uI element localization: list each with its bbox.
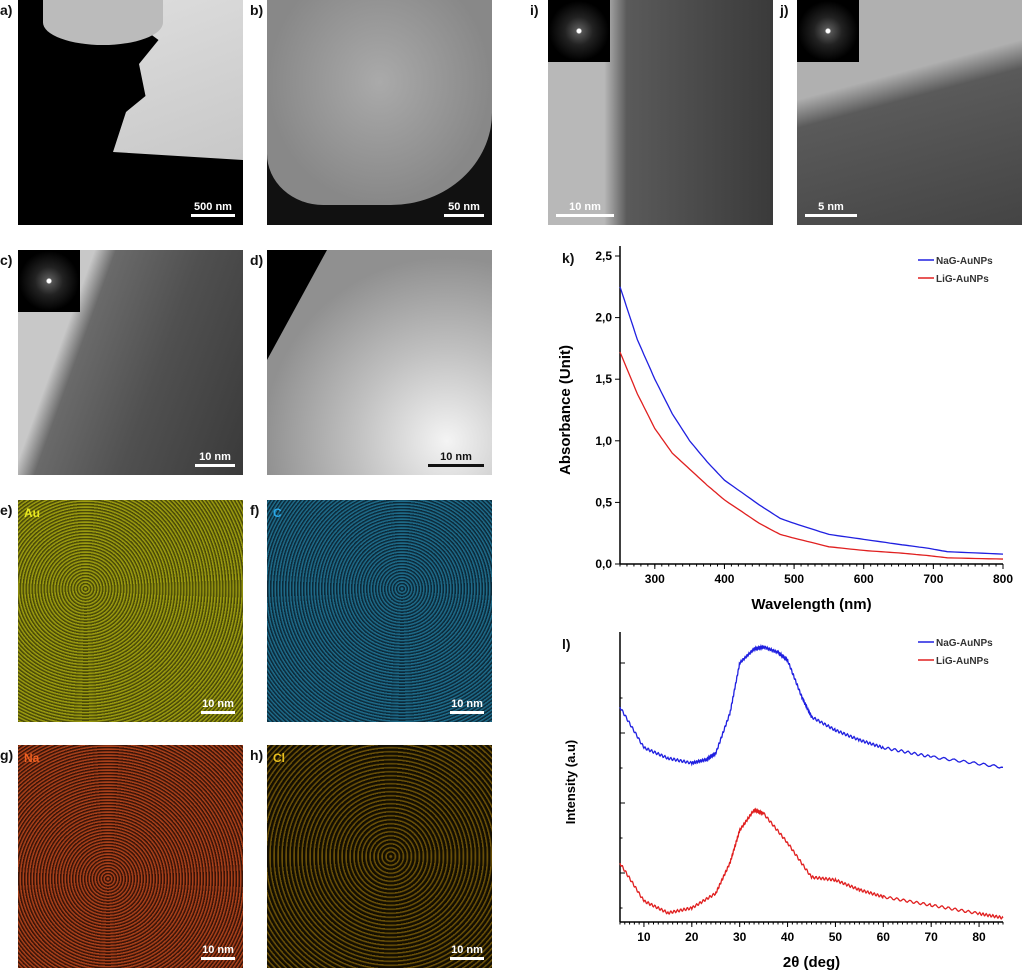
series-line-NaG-AuNPs [619, 643, 1004, 769]
x-axis-title: Wavelength (nm) [751, 596, 871, 613]
scale-bar-a: 500 nm [191, 201, 235, 217]
y-tick-label: 2,5 [595, 249, 612, 263]
x-tick-label: 60 [877, 930, 891, 944]
scale-bar-e: 10 nm [201, 698, 235, 714]
x-tick-label: 500 [784, 572, 804, 586]
y-tick-label: 1,5 [595, 372, 612, 386]
scale-text: 10 nm [440, 451, 472, 463]
y-tick-label: 0,5 [595, 495, 612, 509]
sem-image-b: 50 nm [267, 0, 492, 225]
x-axis-title: 2θ (deg) [783, 954, 840, 971]
scale-bar-b: 50 nm [444, 201, 484, 217]
legend-label: LiG-AuNPs [936, 656, 989, 667]
x-tick-label: 800 [993, 572, 1013, 586]
tem-image-c: 10 nm [18, 250, 243, 475]
x-tick-label: 80 [972, 930, 986, 944]
eds-map-cl: Cl 10 nm [267, 745, 492, 968]
eds-map-au: Au 10 nm [18, 500, 243, 722]
hrtem-image-j: 5 nm [797, 0, 1022, 225]
scale-bar-h: 10 nm [450, 944, 484, 960]
scale-text: 10 nm [202, 944, 234, 956]
x-tick-label: 400 [714, 572, 734, 586]
y-tick-label: 0,0 [595, 557, 612, 571]
x-tick-label: 10 [637, 930, 651, 944]
series-line-LiG-AuNPs [619, 351, 1004, 560]
scale-bar-i: 10 nm [556, 201, 614, 217]
x-tick-label: 20 [685, 930, 699, 944]
panel-label-e: e) [0, 502, 13, 518]
series-line-NaG-AuNPs [619, 286, 1004, 555]
fft-inset [548, 0, 610, 62]
series-line-LiG-AuNPs [619, 807, 1004, 920]
scale-text: 10 nm [199, 451, 231, 463]
x-tick-label: 70 [925, 930, 939, 944]
panel-label-c: c) [0, 252, 13, 268]
scale-text: 10 nm [569, 201, 601, 213]
sem-image-a: 500 nm [18, 0, 243, 225]
x-tick-label: 40 [781, 930, 795, 944]
legend-label: NaG-AuNPs [936, 256, 993, 267]
y-axis-title: Absorbance (Unit) [557, 345, 574, 475]
scale-bar-f: 10 nm [450, 698, 484, 714]
scale-text: 10 nm [451, 698, 483, 710]
panel-label-i: i) [530, 2, 539, 18]
eds-map-na: Na 10 nm [18, 745, 243, 968]
element-label: C [273, 506, 282, 520]
scale-text: 10 nm [202, 698, 234, 710]
element-label: Na [24, 751, 40, 765]
panel-label-j: j) [780, 2, 789, 18]
x-tick-label: 30 [733, 930, 747, 944]
panel-label-b: b) [250, 2, 264, 18]
x-tick-label: 300 [645, 572, 665, 586]
scale-bar-d: 10 nm [428, 451, 484, 467]
scale-text: 5 nm [818, 201, 844, 213]
panel-label-k: k) [562, 250, 575, 266]
y-axis-title: Intensity (a.u) [563, 740, 578, 825]
legend-label: LiG-AuNPs [936, 274, 989, 285]
panel-label-g: g) [0, 747, 14, 763]
x-tick-label: 700 [923, 572, 943, 586]
panel-label-h: h) [250, 747, 264, 763]
eds-map-c: C 10 nm [267, 500, 492, 722]
y-tick-label: 2,0 [595, 311, 612, 325]
x-tick-label: 50 [829, 930, 843, 944]
hrtem-image-i: 10 nm [548, 0, 773, 225]
panel-label-a: a) [0, 2, 13, 18]
scale-text: 500 nm [194, 201, 232, 213]
y-tick-label: 1,0 [595, 434, 612, 448]
legend-label: NaG-AuNPs [936, 638, 993, 649]
panel-label-d: d) [250, 252, 264, 268]
panel-label-f: f) [250, 502, 260, 518]
scale-text: 10 nm [451, 944, 483, 956]
x-tick-label: 600 [854, 572, 874, 586]
scale-bar-j: 5 nm [805, 201, 857, 217]
element-label: Cl [273, 751, 285, 765]
scale-text: 50 nm [448, 201, 480, 213]
fft-inset [18, 250, 80, 312]
scale-bar-g: 10 nm [201, 944, 235, 960]
panel-label-l: l) [562, 636, 571, 652]
stem-image-d: 10 nm [267, 250, 492, 475]
element-label: Au [24, 506, 40, 520]
scale-bar-c: 10 nm [195, 451, 235, 467]
fft-inset [797, 0, 859, 62]
